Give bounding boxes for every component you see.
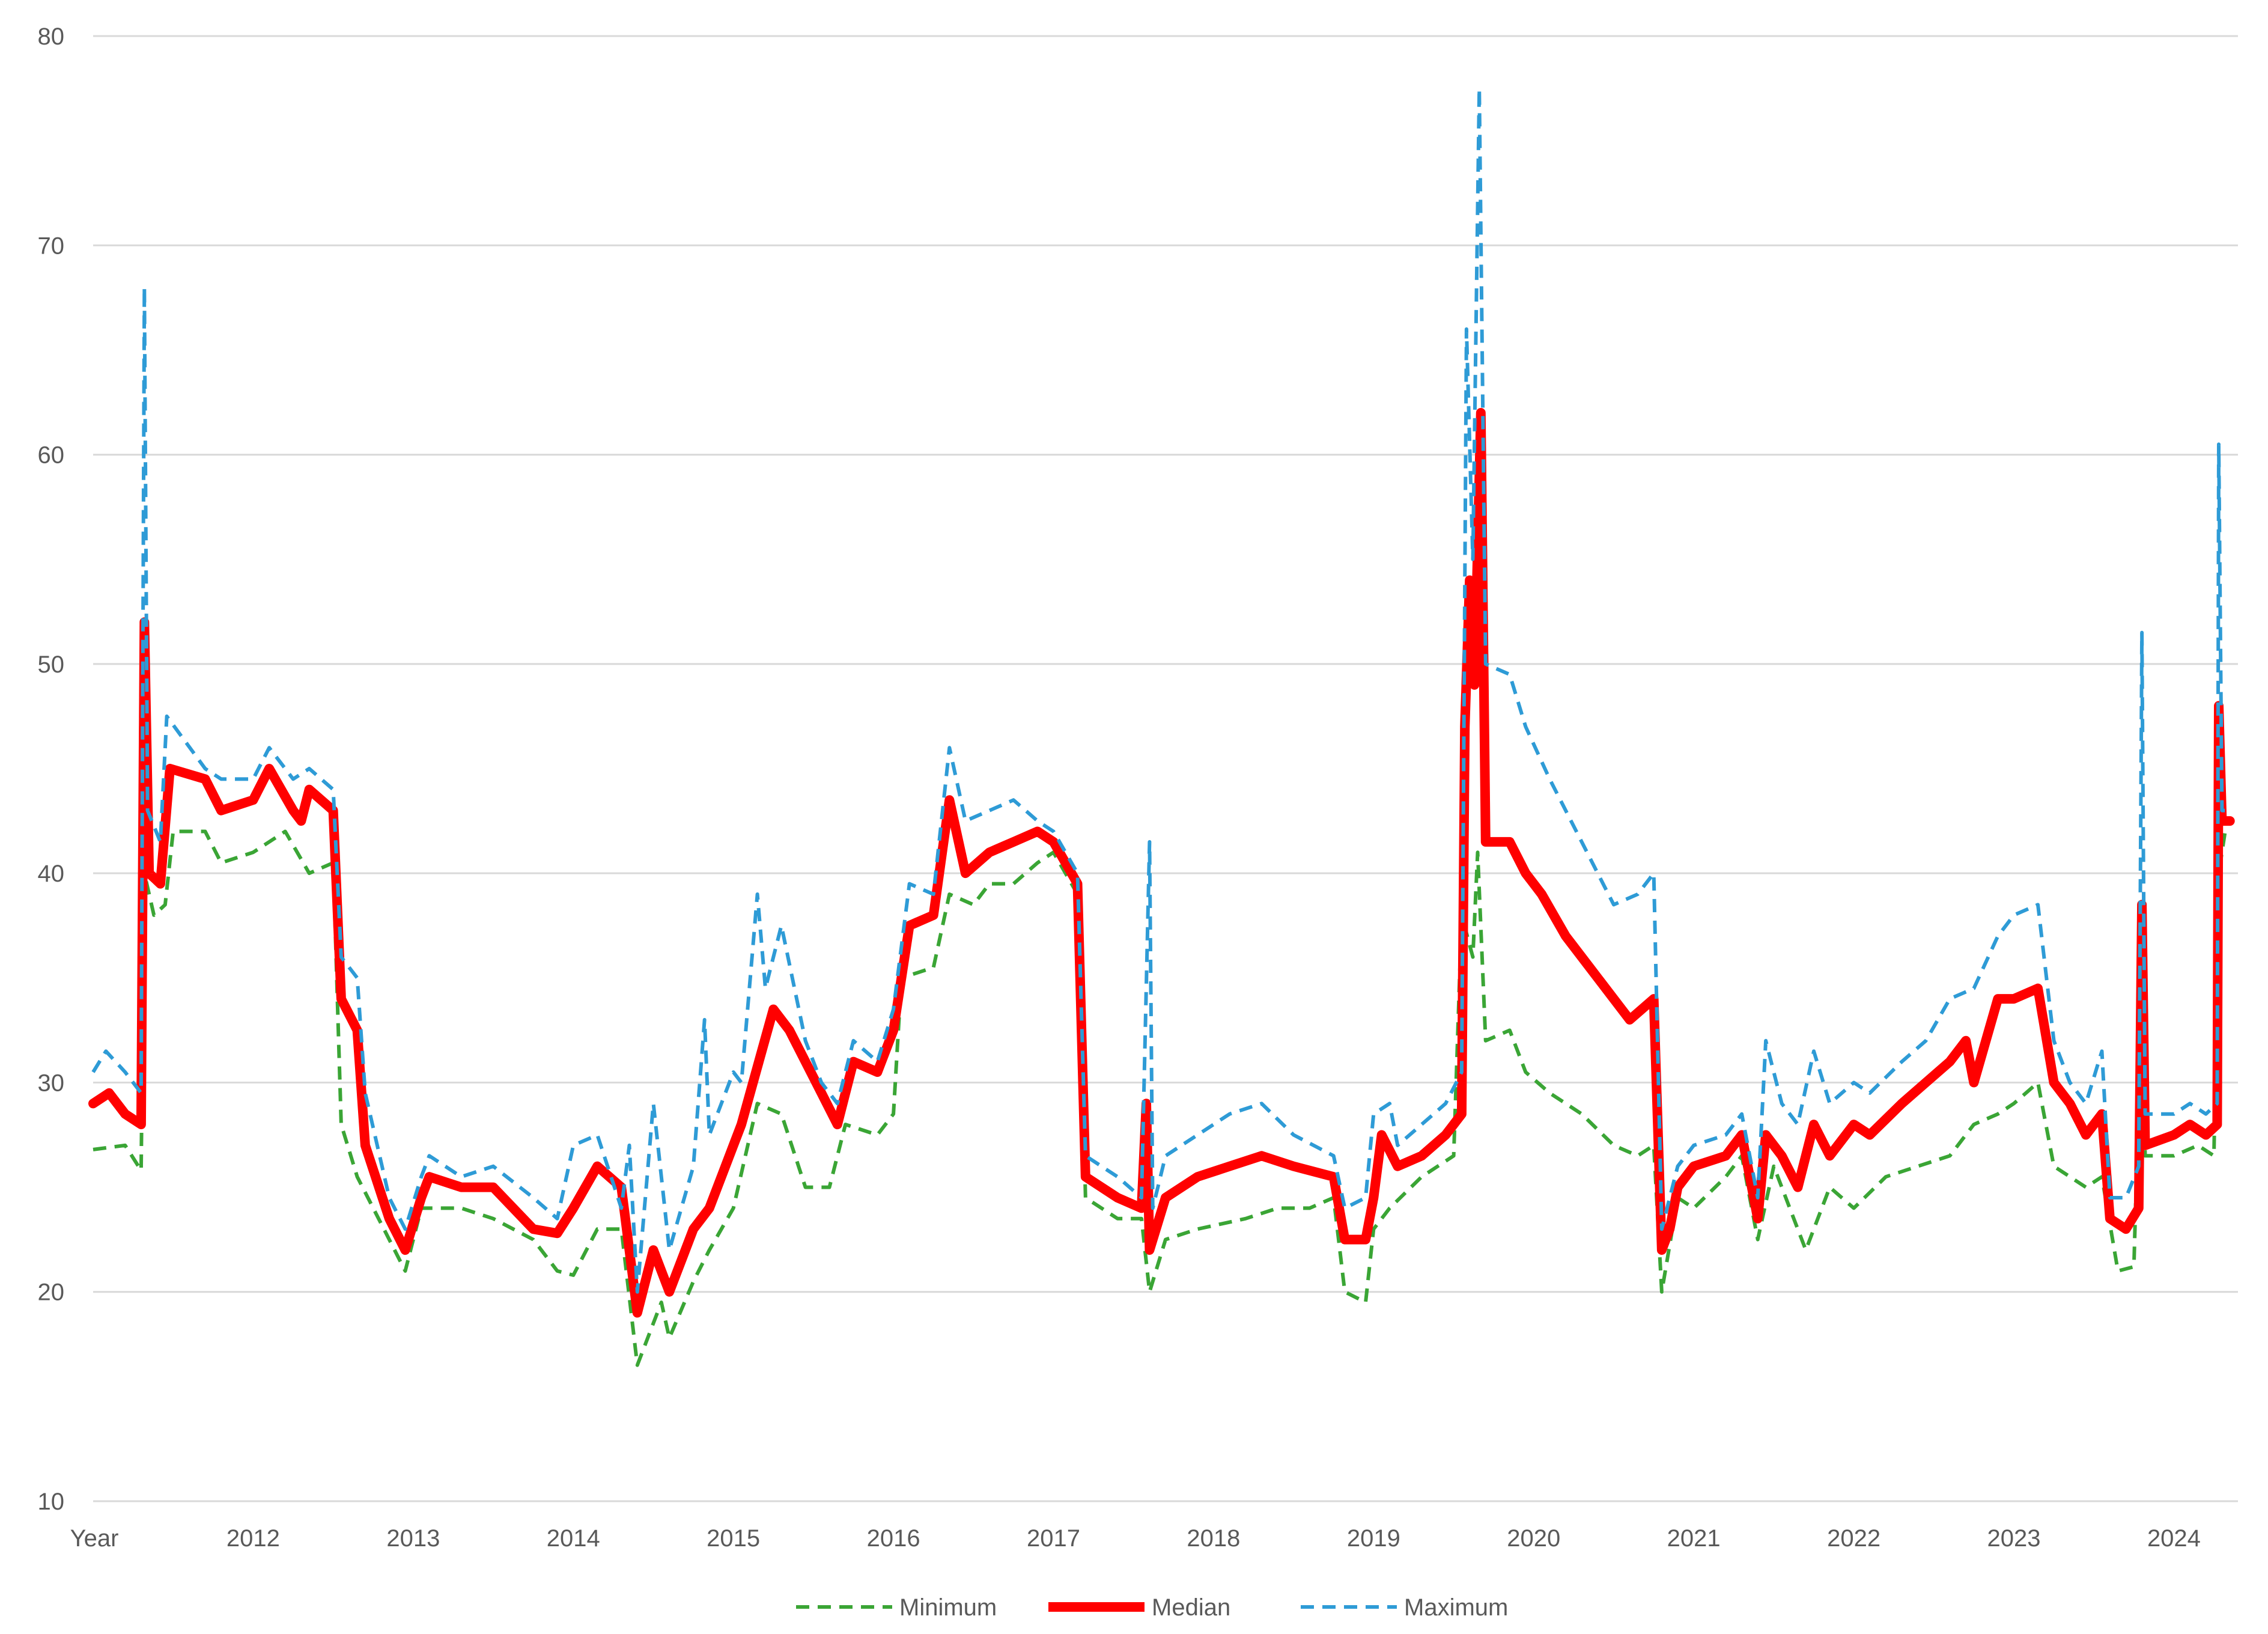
x-tick-label-2015: 2015 (707, 1525, 760, 1552)
x-tick-label-2013: 2013 (386, 1525, 440, 1552)
series-line-maximum (91, 87, 2230, 1294)
x-tick-label-2022: 2022 (1827, 1525, 1880, 1552)
x-axis-tick-labels: Year 2012 2013 2014 2015 2016 2017 2018 2019 202… (70, 1525, 2201, 1552)
x-tick-label-2014: 2014 (547, 1525, 600, 1552)
x-tick-label-2019: 2019 (1347, 1525, 1400, 1552)
x-tick-label-2017: 2017 (1027, 1525, 1080, 1552)
y-tick-label-40: 40 (38, 861, 65, 887)
x-tick-label-2012: 2012 (226, 1525, 280, 1552)
legend: Minimum Median Maximum (796, 1594, 1508, 1621)
x-tick-label-2024: 2024 (2147, 1525, 2201, 1552)
legend-label-maximum: Maximum (1404, 1594, 1508, 1621)
x-tick-label-2018: 2018 (1187, 1525, 1240, 1552)
x-tick-label-2020: 2020 (1507, 1525, 1560, 1552)
y-axis-tick-labels: 10 20 30 40 50 60 70 80 (38, 23, 65, 1515)
y-tick-label-70: 70 (38, 233, 65, 259)
gridlines (93, 35, 2238, 1502)
x-tick-label-year: Year (70, 1525, 119, 1552)
x-tick-label-2016: 2016 (867, 1525, 920, 1552)
y-tick-label-50: 50 (38, 651, 65, 678)
y-tick-label-20: 20 (38, 1279, 65, 1306)
y-tick-label-30: 30 (38, 1070, 65, 1096)
y-tick-label-80: 80 (38, 23, 65, 50)
y-tick-label-10: 10 (38, 1489, 65, 1515)
legend-label-minimum: Minimum (899, 1594, 997, 1621)
series-lines (88, 87, 2235, 1367)
x-tick-label-2021: 2021 (1667, 1525, 1721, 1552)
series-line-minimum (93, 829, 2227, 1367)
x-tick-label-2023: 2023 (1987, 1525, 2041, 1552)
legend-label-median: Median (1152, 1594, 1230, 1621)
y-tick-label-60: 60 (38, 442, 65, 469)
series-line-median (88, 407, 2235, 1318)
